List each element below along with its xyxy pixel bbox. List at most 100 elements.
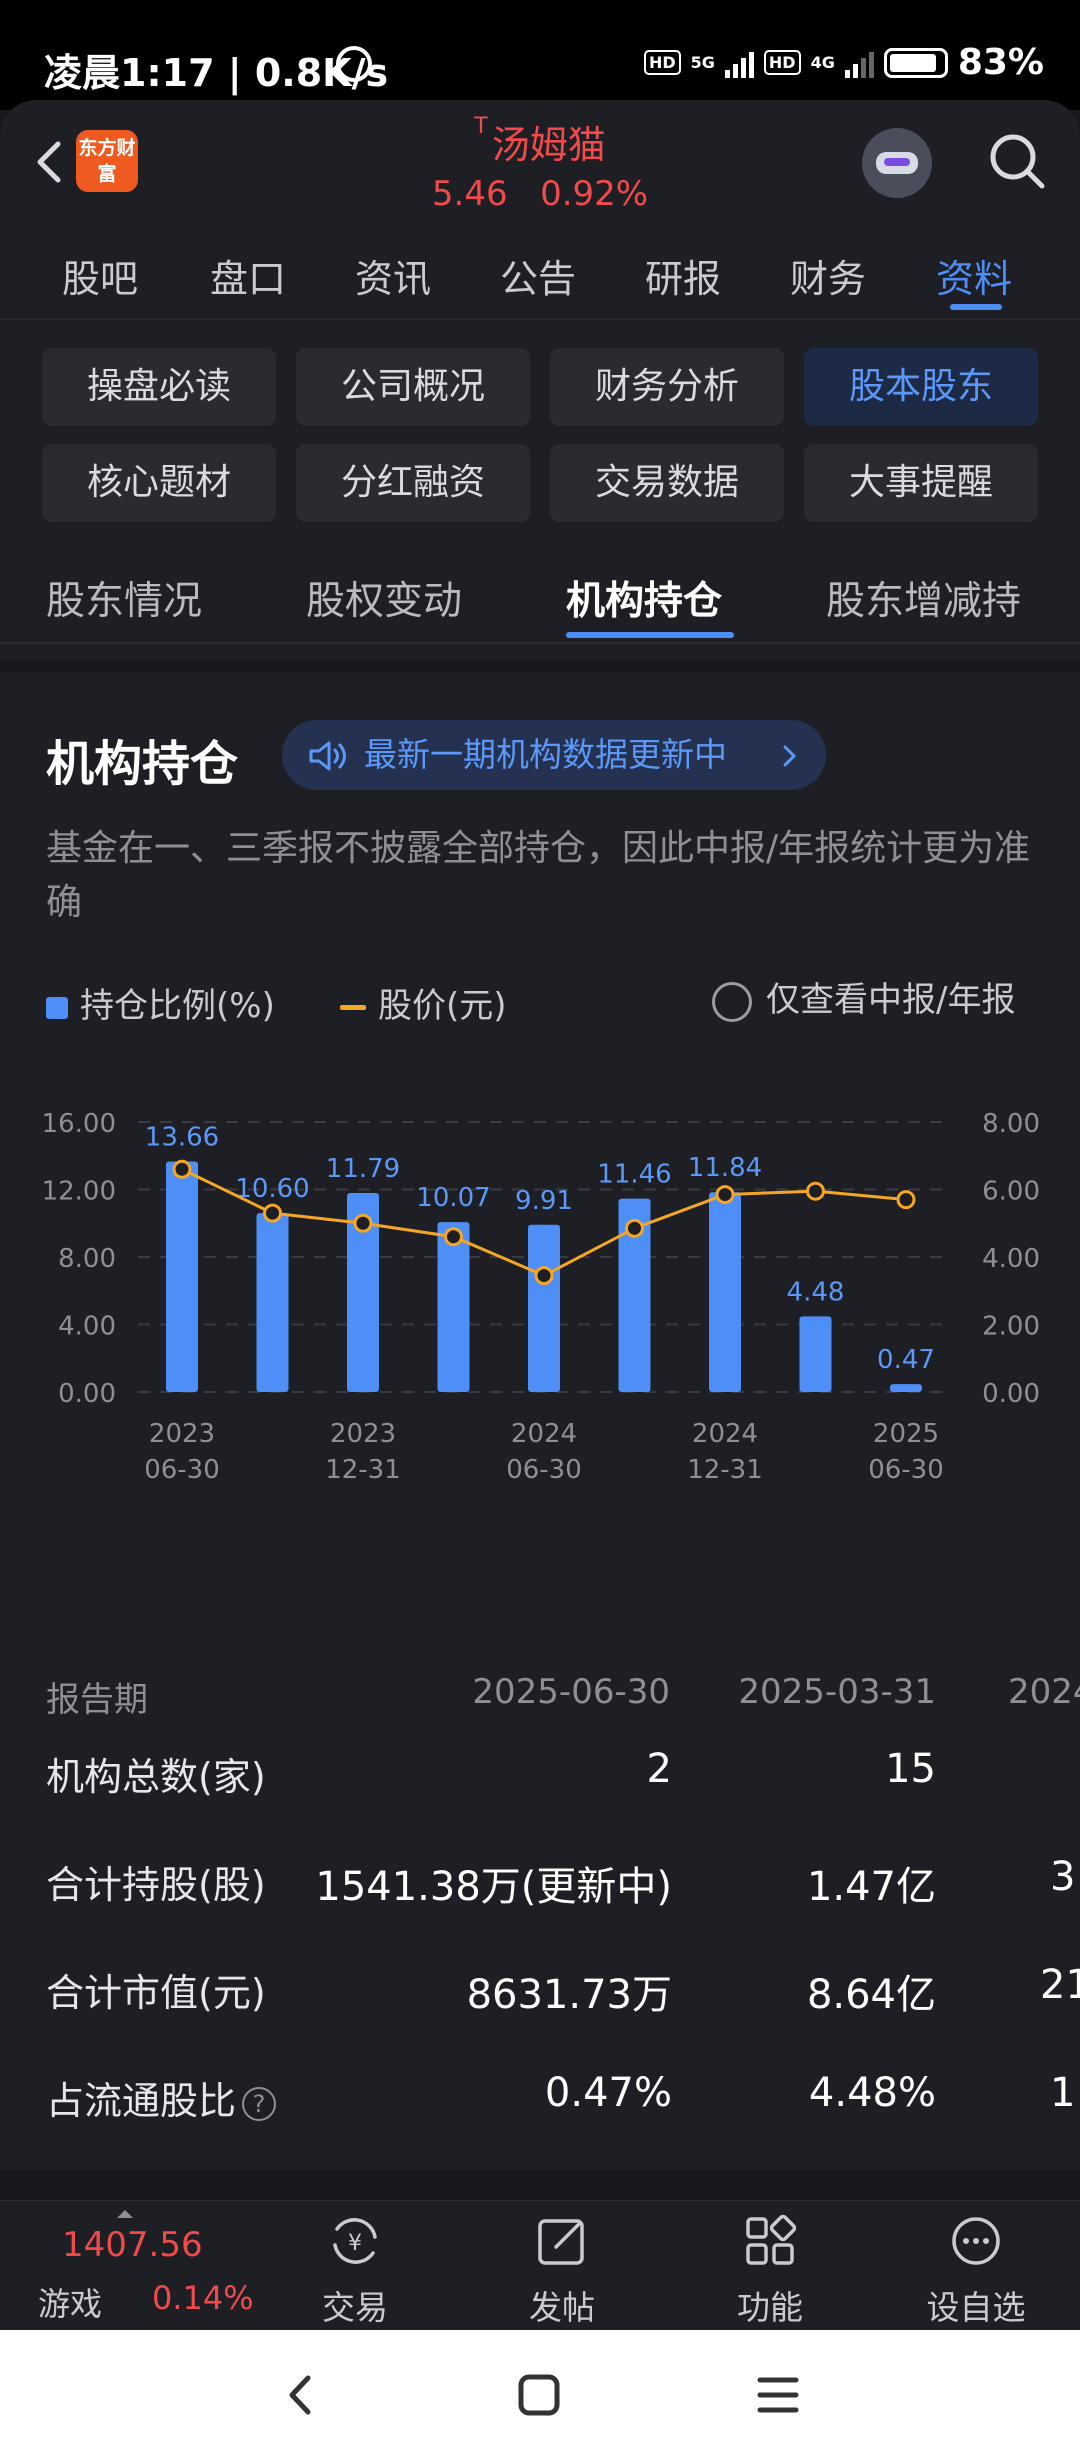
row-value: 8.64亿: [806, 1972, 936, 2018]
price-point: [625, 1218, 644, 1238]
row-value: 8631.73万: [466, 1972, 672, 2018]
grid-apps-icon: [746, 2214, 797, 2265]
stock-prefix: T: [474, 114, 488, 139]
subtab-holding-changes[interactable]: 股东增减持: [826, 579, 1022, 624]
right-axis-tick: 6.00: [982, 1177, 1040, 1207]
subtab-shareholders[interactable]: 股东情况: [46, 579, 203, 624]
tab-active-indicator: [950, 304, 1002, 310]
bar-label: 9.91: [515, 1186, 573, 1216]
bar-label: 10.07: [416, 1183, 490, 1213]
table-col-header: 2025-06-30: [472, 1672, 670, 1712]
bar: [256, 1213, 289, 1392]
row-value: 15: [885, 1746, 936, 1792]
left-axis-tick: 16.00: [42, 1109, 116, 1139]
nav-home-icon[interactable]: [516, 2372, 562, 2418]
table-header-label: 报告期: [46, 1680, 148, 1720]
price-point: [534, 1266, 554, 1286]
right-axis-tick: 2.00: [982, 1312, 1040, 1342]
trade-button[interactable]: ¥ 交易: [285, 2201, 425, 2331]
x-tick-date: 12-31: [687, 1455, 763, 1485]
index-change: 0.14%: [152, 2279, 254, 2317]
tab-pankou[interactable]: 盘口: [210, 257, 287, 301]
table-header-row: 报告期 2025-06-30 2025-03-31 2024: [0, 1662, 1080, 1732]
bar-label: 11.79: [326, 1154, 400, 1184]
report-filter-toggle[interactable]: 仅查看中报/年报: [712, 972, 1015, 1022]
legend-bar-swatch: [46, 996, 68, 1019]
grid-button-dividends[interactable]: 分红融资: [296, 444, 530, 522]
search-icon[interactable]: [986, 130, 1048, 192]
nav-menu-icon[interactable]: [756, 2374, 800, 2416]
tab-profile[interactable]: 资料: [936, 257, 1013, 301]
grid-button-trading-guide[interactable]: 操盘必读: [42, 348, 276, 426]
back-arrow-icon[interactable]: [22, 132, 82, 192]
grid-button-events[interactable]: 大事提醒: [804, 444, 1038, 522]
bar: [709, 1192, 741, 1392]
network-label-2: 4G: [810, 53, 835, 72]
market-index-widget[interactable]: 1407.56 游戏 0.14%: [0, 2201, 260, 2331]
table-col-header: 2024: [1008, 1672, 1080, 1712]
grid-button-trading-data[interactable]: 交易数据: [550, 444, 784, 522]
battery-level: 83%: [957, 42, 1044, 83]
grid-button-shareholders[interactable]: 股本股东: [804, 348, 1038, 426]
signal-icon-2: [844, 48, 874, 78]
left-axis-tick: 8.00: [58, 1244, 116, 1274]
bar: [437, 1222, 470, 1392]
status-right: HD 5G HD 4G 83%: [643, 42, 1044, 83]
row-value: 1541.38万(更新中): [315, 1864, 672, 1910]
signal-icon: [724, 48, 754, 78]
app-logo[interactable]: 东方财富: [76, 130, 138, 192]
more-dots-icon: [952, 2217, 1000, 2265]
x-tick-date: 06-30: [868, 1455, 944, 1485]
row-value: 2: [646, 1746, 672, 1792]
nav-back-icon[interactable]: [280, 2372, 320, 2418]
report-filter-label: 仅查看中报/年报: [766, 980, 1016, 1020]
subtab-institutional-holdings[interactable]: 机构持仓: [566, 579, 723, 624]
x-tick-year: 2024: [511, 1419, 577, 1449]
price-point: [172, 1159, 192, 1179]
chevron-right-icon: [783, 745, 797, 767]
tab-guba[interactable]: 股吧: [62, 257, 139, 301]
price-point: [896, 1190, 916, 1210]
tab-research[interactable]: 研报: [645, 257, 722, 301]
hd-badge: HD: [643, 50, 681, 75]
row-label: 合计持股(股): [46, 1863, 266, 1907]
price-point: [263, 1203, 282, 1223]
assistant-robot-icon[interactable]: [862, 128, 932, 198]
subtab-equity-changes[interactable]: 股权变动: [306, 579, 463, 624]
price-point: [444, 1227, 463, 1247]
grid-button-core-themes[interactable]: 核心题材: [42, 444, 276, 522]
subtab-active-indicator: [566, 632, 734, 638]
x-tick-year: 2023: [330, 1419, 396, 1449]
row-value: 4.48%: [808, 2070, 936, 2116]
radio-button[interactable]: [712, 981, 752, 1022]
edit-icon: [538, 2219, 584, 2265]
x-tick-date: 12-31: [325, 1455, 401, 1485]
status-bar: 凌晨1:17 | 0.8K/s HD 5G HD 4G 83%: [0, 0, 1080, 110]
row-label: 机构总数(家): [46, 1755, 266, 1799]
section-description: 基金在一、三季报不披露全部持仓，因此中报/年报统计更为准确: [46, 828, 1031, 923]
bar: [166, 1161, 198, 1392]
tab-finance[interactable]: 财务: [790, 257, 867, 301]
tab-news[interactable]: 资讯: [355, 257, 432, 301]
bottom-bar: 1407.56 游戏 0.14% ¥ 交易 发帖 功能 设自选: [0, 2200, 1080, 2330]
tab-announcements[interactable]: 公告: [500, 257, 577, 301]
help-icon[interactable]: ?: [242, 2086, 277, 2121]
grid-button-company-overview[interactable]: 公司概况: [296, 348, 530, 426]
bar: [618, 1198, 651, 1392]
table-row: 合计市值(元) 8631.73万 8.64亿 21: [0, 1952, 1080, 2060]
battery-icon: [883, 47, 948, 78]
add-watchlist-button[interactable]: 设自选: [906, 2201, 1046, 2331]
data-update-notice[interactable]: 最新一期机构数据更新中: [282, 720, 826, 790]
row-label: 占流通股比: [46, 2079, 237, 2123]
right-axis-tick: 0.00: [982, 1379, 1040, 1409]
x-tick-year: 2025: [873, 1419, 939, 1449]
trade-label: 交易: [322, 2288, 388, 2327]
post-label: 发帖: [529, 2288, 595, 2327]
post-button[interactable]: 发帖: [492, 2201, 632, 2331]
bar: [799, 1316, 832, 1392]
functions-button[interactable]: 功能: [700, 2201, 840, 2331]
grid-button-financial-analysis[interactable]: 财务分析: [550, 348, 784, 426]
row-value: 1.47亿: [806, 1864, 936, 1910]
add-watchlist-label: 设自选: [926, 2288, 1026, 2327]
index-value: 1407.56: [62, 2225, 203, 2265]
